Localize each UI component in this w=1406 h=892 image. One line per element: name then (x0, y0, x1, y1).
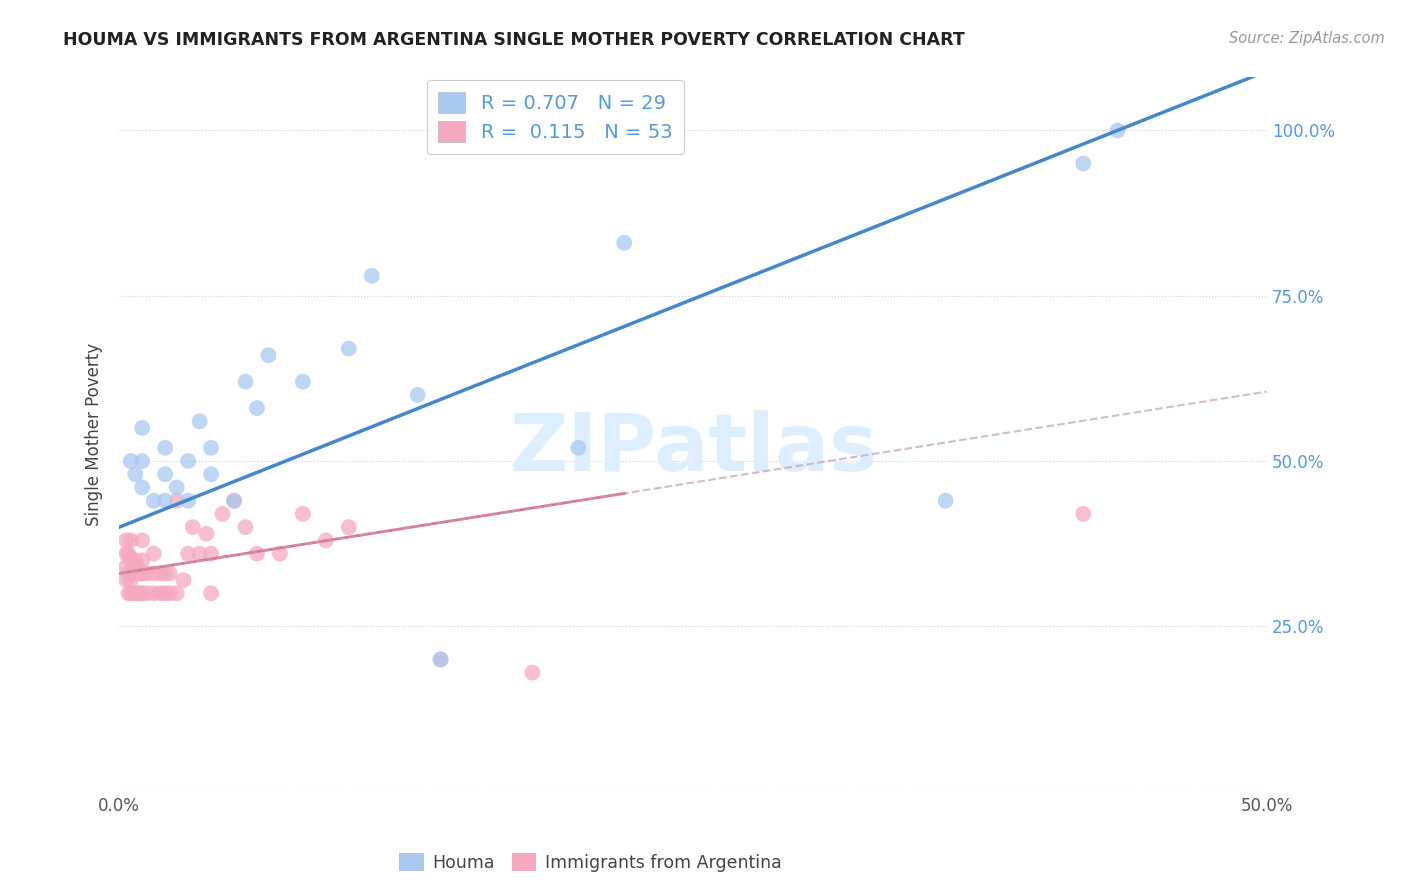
Point (337, 520, 360, 534)
Text: ZIPatlas: ZIPatlas (509, 409, 877, 488)
Point (166, 493, 188, 508)
Point (115, 547, 138, 561)
Point (235, 520, 257, 534)
Point (131, 586, 153, 600)
Point (131, 421, 153, 435)
Point (149, 566, 172, 581)
Point (200, 586, 222, 600)
Point (124, 467, 146, 482)
Point (1071, 156, 1094, 170)
Point (337, 342, 360, 356)
Point (522, 665, 544, 680)
Point (188, 414, 211, 428)
Point (315, 533, 337, 548)
Point (200, 441, 222, 455)
Point (131, 480, 153, 494)
Legend: Houma, Immigrants from Argentina: Houma, Immigrants from Argentina (392, 847, 789, 879)
Point (131, 553, 153, 567)
Point (935, 493, 957, 508)
Point (291, 507, 314, 521)
Point (173, 573, 195, 587)
Point (115, 559, 138, 574)
Point (1107, 123, 1129, 137)
Point (135, 586, 157, 600)
Point (153, 493, 176, 508)
Point (120, 573, 142, 587)
Point (291, 375, 314, 389)
Point (135, 566, 157, 581)
Point (153, 441, 176, 455)
Point (246, 401, 269, 416)
Point (200, 547, 222, 561)
Point (142, 493, 165, 508)
Y-axis label: Single Mother Poverty: Single Mother Poverty (86, 343, 103, 526)
Point (567, 441, 589, 455)
Text: HOUMA VS IMMIGRANTS FROM ARGENTINA SINGLE MOTHER POVERTY CORRELATION CHART: HOUMA VS IMMIGRANTS FROM ARGENTINA SINGL… (63, 31, 965, 49)
Point (159, 586, 181, 600)
Point (117, 566, 139, 581)
Point (360, 268, 382, 283)
Point (131, 566, 153, 581)
Point (115, 533, 138, 548)
Point (166, 586, 188, 600)
Point (159, 566, 181, 581)
Point (122, 566, 145, 581)
Point (246, 547, 269, 561)
Point (131, 454, 153, 468)
Point (127, 586, 149, 600)
Point (188, 547, 211, 561)
Point (120, 586, 142, 600)
Point (195, 526, 218, 541)
Point (222, 493, 245, 508)
Point (120, 454, 142, 468)
Point (131, 533, 153, 548)
Point (120, 553, 142, 567)
Point (177, 547, 200, 561)
Text: Source: ZipAtlas.com: Source: ZipAtlas.com (1229, 31, 1385, 46)
Point (211, 507, 233, 521)
Point (153, 586, 176, 600)
Point (117, 586, 139, 600)
Point (177, 454, 200, 468)
Point (177, 493, 200, 508)
Point (406, 388, 429, 402)
Point (149, 586, 172, 600)
Point (115, 573, 138, 587)
Point (1071, 507, 1094, 521)
Point (429, 652, 451, 666)
Point (129, 566, 152, 581)
Point (124, 553, 146, 567)
Point (613, 235, 636, 250)
Point (127, 559, 149, 574)
Point (222, 493, 245, 508)
Point (181, 520, 204, 534)
Legend: R = 0.707   N = 29, R =  0.115   N = 53: R = 0.707 N = 29, R = 0.115 N = 53 (426, 80, 685, 153)
Point (142, 547, 165, 561)
Point (120, 533, 142, 548)
Point (429, 652, 451, 666)
Point (129, 586, 152, 600)
Point (257, 348, 280, 362)
Point (153, 566, 176, 581)
Point (142, 566, 165, 581)
Point (235, 375, 257, 389)
Point (200, 467, 222, 482)
Point (142, 586, 165, 600)
Point (269, 547, 291, 561)
Point (153, 467, 176, 482)
Point (166, 480, 188, 494)
Point (117, 547, 139, 561)
Point (124, 586, 146, 600)
